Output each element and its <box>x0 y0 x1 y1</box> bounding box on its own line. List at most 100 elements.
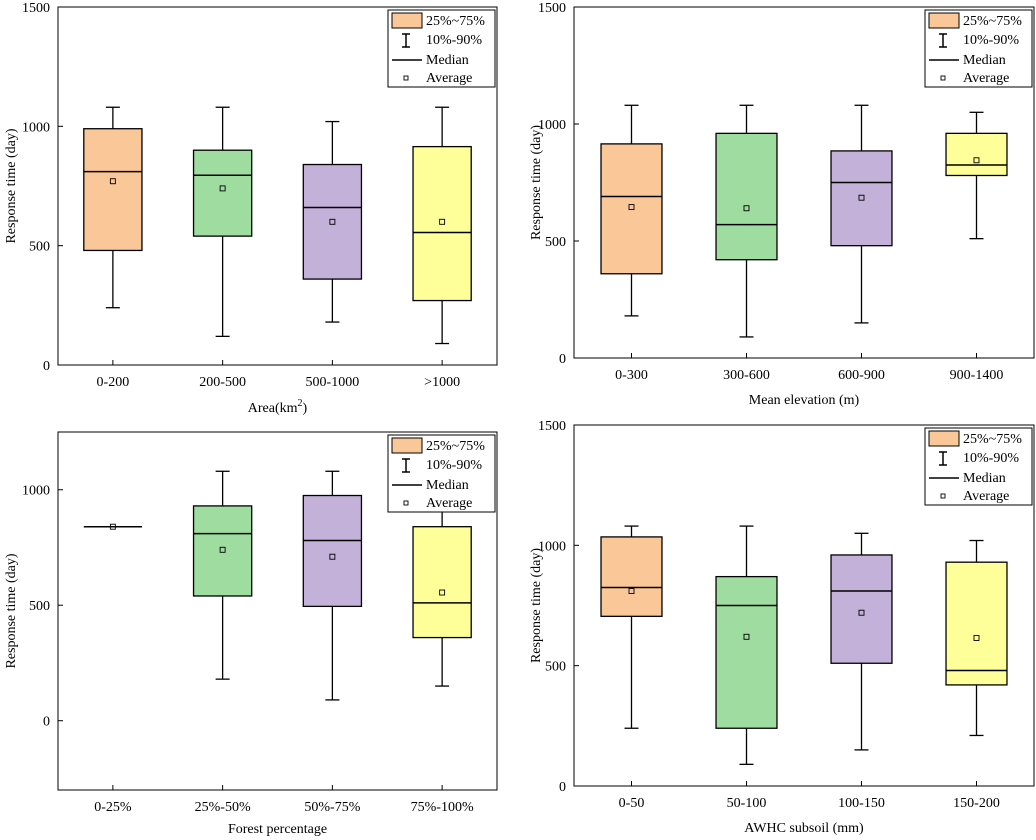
y-tick-label: 0 <box>559 352 566 367</box>
box-150-200: 150-200 <box>945 539 1008 811</box>
box-500-1000: 500-1000 <box>302 120 363 390</box>
legend-average-label: Average <box>426 496 472 511</box>
box-75%-100%: 75%-100% <box>411 505 474 815</box>
mean-marker <box>858 194 865 201</box>
y-tick-label: 0 <box>559 780 566 795</box>
legend-whisker-label: 10%-90% <box>963 451 1019 466</box>
y-axis-label: Response time (day) <box>529 548 544 663</box>
x-axis-label: Mean elevation (m) <box>749 393 860 408</box>
legend-box-swatch <box>928 430 960 447</box>
x-tick-label: 0-25% <box>94 800 132 815</box>
mean-marker <box>628 588 635 595</box>
plot-frame <box>57 431 498 791</box>
box-0-25%: 0-25% <box>83 523 142 815</box>
x-tick-label: 0-50 <box>619 796 645 811</box>
y-tick-label: 1000 <box>538 539 566 554</box>
iqr-box <box>830 554 893 664</box>
box-600-900: 600-900 <box>830 104 893 383</box>
box-50-100: 50-100 <box>715 525 778 811</box>
mean-marker <box>329 218 336 225</box>
mean-marker <box>743 205 750 212</box>
iqr-box <box>600 536 663 617</box>
chart-panel-4: 0 500 1000 1500 Response time (day) AWHC subs… <box>529 419 1035 836</box>
legend-box-label: 25%~75% <box>426 14 485 29</box>
plot-frame <box>573 6 1035 359</box>
y-tick-label: 0 <box>43 359 50 374</box>
x-tick-label: 300-600 <box>723 368 770 383</box>
legend: 25%~75% 10%-90% Median Average <box>924 9 1033 88</box>
mean-marker <box>743 633 750 640</box>
box-0-300: 0-300 <box>600 104 663 383</box>
legend-average-swatch <box>403 75 409 81</box>
legend: 25%~75% 10%-90% Median Average <box>924 427 1033 506</box>
box->1000: >1000 <box>412 106 472 390</box>
mean-marker <box>329 553 336 560</box>
x-tick-label: 200-500 <box>199 375 246 390</box>
legend-median-label: Median <box>426 478 469 493</box>
iqr-box <box>830 150 893 247</box>
legend-whisker-label: 10%-90% <box>426 33 482 48</box>
legend-average-swatch <box>403 500 409 506</box>
iqr-box <box>192 149 253 237</box>
box-300-600: 300-600 <box>715 104 778 383</box>
y-axis-label: Response time (day) <box>529 125 544 240</box>
x-tick-label: 50%-75% <box>304 800 360 815</box>
legend: 25%~75% 10%-90% Median Average <box>387 9 496 88</box>
chart-panel-2: 0 500 1000 1500 Response time (day) Mean elev… <box>529 1 1035 408</box>
iqr-box <box>412 526 472 639</box>
iqr-box <box>945 132 1008 177</box>
y-tick-label: 1500 <box>538 1 566 16</box>
chart-panel-3: 0 500 1000 Response time (day) Forest percen… <box>4 431 498 837</box>
mean-marker <box>109 178 116 185</box>
iqr-box <box>945 561 1008 686</box>
y-tick-label: 1000 <box>538 118 566 133</box>
x-tick-label: >1000 <box>424 375 460 390</box>
mean-marker <box>219 185 226 192</box>
mean-marker <box>973 635 980 641</box>
iqr-box <box>600 143 663 275</box>
legend-box-swatch <box>391 437 423 454</box>
legend-box-label: 25%~75% <box>963 14 1022 29</box>
x-tick-label: 25%-50% <box>195 800 251 815</box>
legend: 25%~75% 10%-90% Median Average <box>387 434 496 513</box>
legend-median-label: Median <box>963 471 1006 486</box>
x-tick-label: 900-1400 <box>950 368 1004 383</box>
x-tick-label: 150-200 <box>953 796 1000 811</box>
y-tick-label: 1500 <box>22 1 50 16</box>
x-axis-label: Forest percentage <box>228 822 327 837</box>
x-tick-label: 600-900 <box>838 368 885 383</box>
box-25%-50%: 25%-50% <box>192 470 253 815</box>
x-tick-label: 50-100 <box>727 796 767 811</box>
box-900-1400: 900-1400 <box>945 111 1008 383</box>
chart-panel-1: 0 500 1000 1500 Response time (day) Area(km2)… <box>4 1 498 416</box>
plot-frame <box>573 424 1035 787</box>
iqr-box <box>715 575 778 729</box>
y-tick-label: 1500 <box>538 419 566 434</box>
y-tick-label: 500 <box>545 660 566 675</box>
legend-average-swatch <box>940 75 946 81</box>
x-tick-label: 0-200 <box>97 375 130 390</box>
x-axis-label: Area(km2) <box>248 398 308 416</box>
y-axis-label: Response time (day) <box>4 128 19 243</box>
box-0-200: 0-200 <box>83 106 143 390</box>
y-tick-label: 0 <box>43 715 50 730</box>
box-50%-75%: 50%-75% <box>302 470 363 815</box>
legend-average-label: Average <box>963 489 1009 504</box>
mean-marker <box>628 204 635 211</box>
legend-box-label: 25%~75% <box>426 439 485 454</box>
box-100-150: 100-150 <box>830 532 893 811</box>
box-0-50: 0-50 <box>600 525 663 811</box>
iqr-box <box>302 163 363 280</box>
legend-whisker-label: 10%-90% <box>426 458 482 473</box>
mean-marker <box>858 609 865 616</box>
legend-average-swatch <box>940 493 946 499</box>
x-axis-label: AWHC subsoil (mm) <box>744 821 864 836</box>
mean-marker <box>973 157 980 164</box>
iqr-box <box>302 494 363 608</box>
mean-marker <box>439 589 446 596</box>
x-tick-label: 75%-100% <box>411 800 474 815</box>
x-tick-label: 500-1000 <box>306 375 360 390</box>
y-tick-label: 1000 <box>22 120 50 135</box>
y-axis-label: Response time (day) <box>4 553 19 668</box>
